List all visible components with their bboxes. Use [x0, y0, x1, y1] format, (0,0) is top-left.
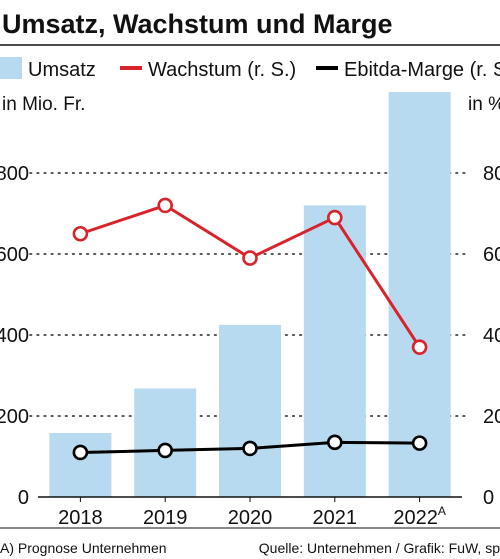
source-credit: Quelle: Unternehmen / Grafik: FuW, sp	[259, 540, 500, 556]
point-2-2019	[157, 442, 173, 459]
point-1-2022	[411, 339, 428, 355]
point-2-2021	[326, 434, 343, 451]
category-label-2020: 2020	[228, 507, 273, 529]
point-2-2020	[242, 440, 258, 457]
category-label-2022: 2022A	[393, 504, 446, 529]
legend: Umsatz Wachstum (r. S.) Ebitda-Marge (r. S…	[0, 57, 500, 81]
legend-swatch-1	[0, 57, 22, 79]
category-label-2021: 2021	[313, 507, 358, 529]
category-label-2019: 2019	[143, 507, 188, 529]
bar-2022	[388, 92, 451, 497]
point-2-2022	[411, 435, 428, 451]
left-axis-unit: in Mio. Fr.	[2, 94, 85, 115]
left-tick-label: 600	[0, 244, 29, 266]
right-tick-label: 20	[483, 406, 500, 428]
chart-title: Umsatz, Wachstum und Marge	[2, 9, 393, 39]
footnote: A) Prognose Unternehmen	[0, 540, 167, 556]
point-1-2021	[326, 209, 343, 226]
left-tick-label: 800	[0, 163, 29, 185]
legend-label-1: Umsatz	[28, 59, 96, 81]
left-tick-label: 0	[18, 487, 29, 509]
legend-label-3: Ebitda-Marge (r. S.)	[344, 59, 500, 81]
left-tick-label: 400	[0, 325, 29, 347]
right-tick-label: 80	[483, 163, 500, 185]
bar-2018	[49, 433, 112, 497]
category-note: A	[438, 504, 446, 518]
plot-area: 0 200 400 600 800 0 20 40 60 80 2018 2019 2020 2021 20…	[0, 92, 500, 529]
point-2-2018	[72, 444, 89, 461]
point-1-2020	[242, 250, 258, 266]
bar-2020	[219, 324, 281, 497]
legend-label-2: Wachstum (r. S.)	[148, 59, 296, 81]
right-axis-unit: in %	[468, 94, 500, 115]
category-label-2018: 2018	[58, 507, 103, 529]
left-tick-label: 200	[0, 406, 29, 428]
right-tick-label: 60	[483, 244, 500, 266]
right-tick-label: 40	[483, 325, 500, 347]
point-1-2019	[157, 197, 173, 214]
right-tick-label: 0	[483, 487, 494, 509]
point-1-2018	[72, 225, 89, 242]
